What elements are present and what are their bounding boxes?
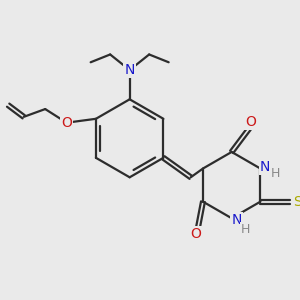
Text: H: H — [241, 224, 250, 236]
Text: O: O — [61, 116, 72, 130]
Text: O: O — [191, 227, 202, 241]
Text: O: O — [245, 115, 256, 129]
Text: N: N — [124, 63, 135, 77]
Text: N: N — [231, 213, 242, 227]
Text: S: S — [293, 195, 300, 209]
Text: N: N — [260, 160, 270, 174]
Text: H: H — [270, 167, 280, 180]
